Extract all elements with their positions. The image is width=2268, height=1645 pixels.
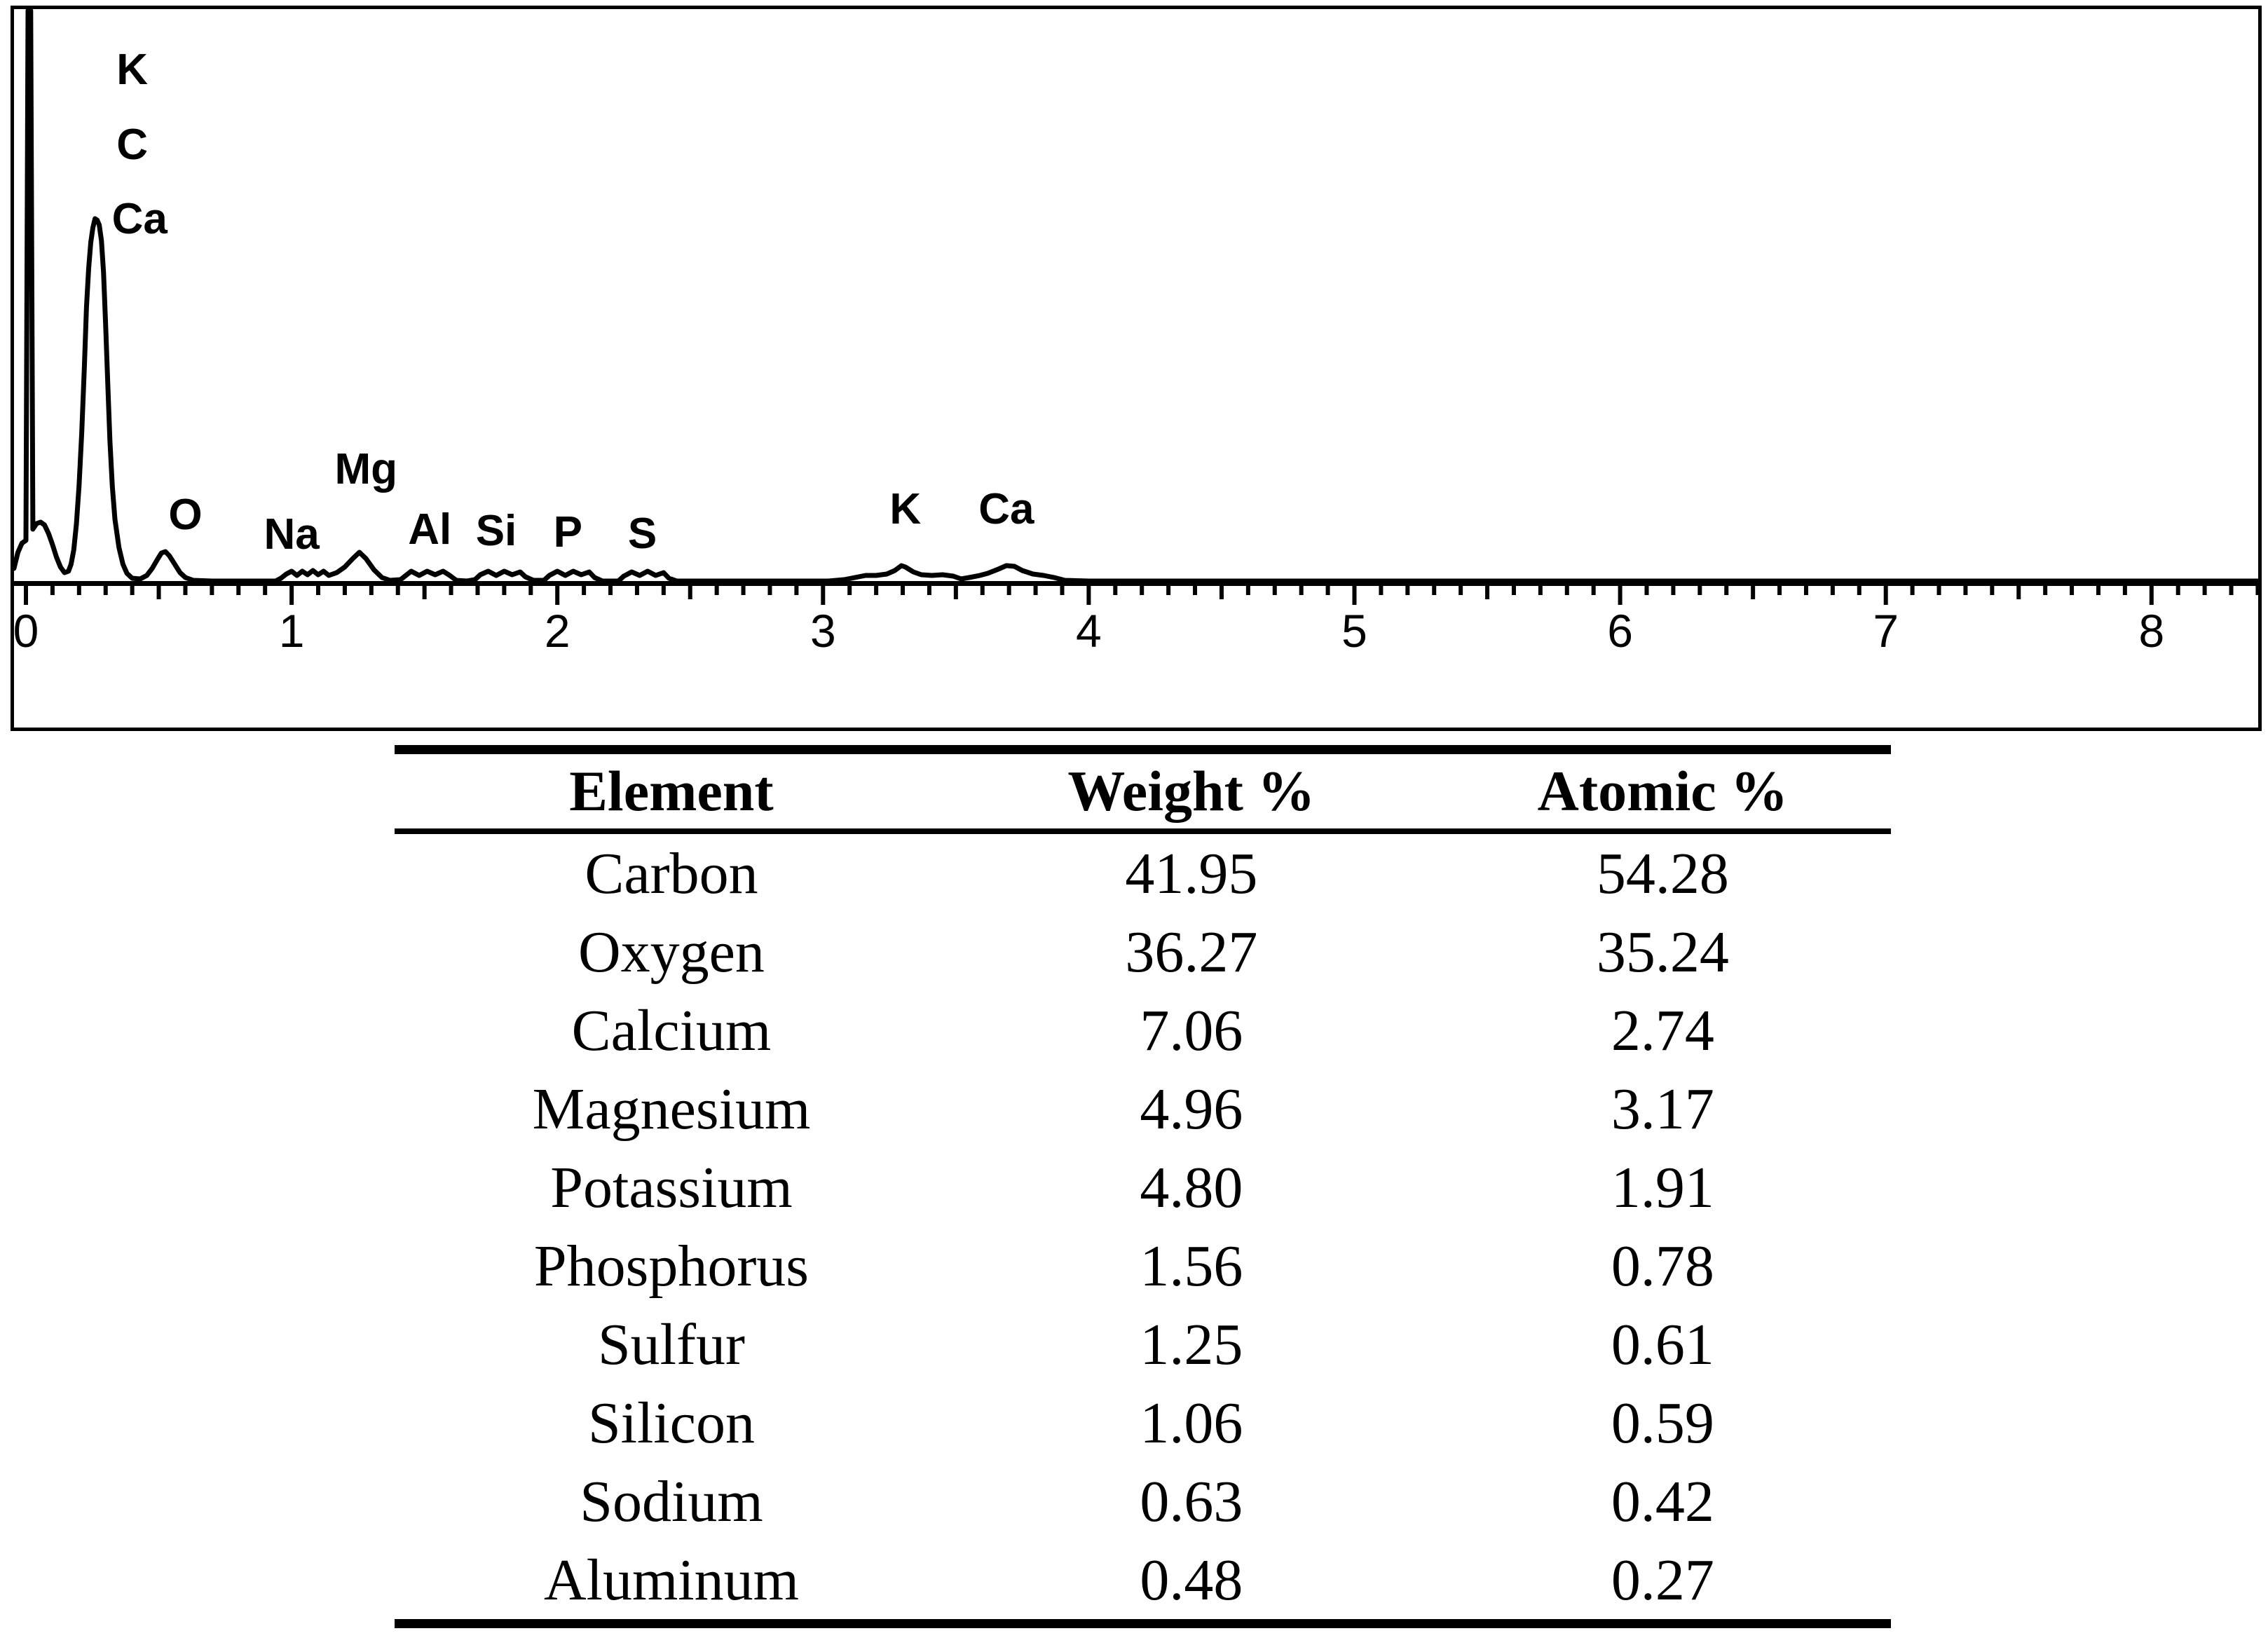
element-cell: Aluminum — [543, 1547, 799, 1613]
element-cell: Phosphorus — [533, 1233, 809, 1299]
x-tick-label: 7 — [1873, 605, 1899, 657]
peak-label-ca: Ca — [112, 195, 168, 243]
element-cell: Carbon — [585, 840, 758, 906]
weight-cell: 41.95 — [1125, 840, 1258, 906]
eds-spectrum-panel: 0 1 2 3 4 5 6 7 8 K C Ca O Na Mg Al Si P S K Ca — [11, 6, 2262, 731]
element-cell: Sodium — [580, 1468, 763, 1534]
atomic-cell: 2.74 — [1611, 997, 1714, 1063]
peak-label-k: K — [889, 485, 921, 533]
atomic-cell: 0.59 — [1611, 1390, 1714, 1456]
weight-cell: 1.06 — [1140, 1390, 1243, 1456]
weight-cell: 4.96 — [1140, 1076, 1243, 1142]
weight-cell: 1.25 — [1140, 1311, 1243, 1377]
atomic-cell: 54.28 — [1596, 840, 1729, 906]
element-cell: Calcium — [571, 997, 772, 1063]
element-cell: Oxygen — [578, 919, 765, 985]
spectrum-trace — [14, 9, 2258, 584]
table-row: Silicon 1.06 0.59 — [395, 1384, 1891, 1462]
header-weight: Weight % — [948, 749, 1435, 834]
x-axis-ticks — [24, 586, 2258, 605]
peak-label-p: P — [554, 508, 582, 557]
weight-cell: 4.80 — [1140, 1154, 1243, 1220]
peak-label-mg: Mg — [334, 445, 397, 493]
peak-label-k: K — [116, 46, 148, 94]
table-row: Sulfur 1.25 0.61 — [395, 1305, 1891, 1384]
table-header: Element Weight % Atomic % — [395, 749, 1891, 834]
table-row: Phosphorus 1.56 0.78 — [395, 1227, 1891, 1305]
table-row: Aluminum 0.48 0.27 — [395, 1541, 1891, 1624]
peak-label-c: C — [116, 121, 148, 169]
peak-label-ca: Ca — [978, 485, 1034, 533]
table-row: Magnesium 4.96 3.17 — [395, 1070, 1891, 1148]
element-cell: Sulfur — [597, 1311, 745, 1377]
composition-table-container: Element Weight % Atomic % Carbon 41.95 54.… — [395, 745, 1891, 1628]
x-tick-label: 1 — [279, 605, 305, 657]
composition-table: Element Weight % Atomic % Carbon 41.95 54.… — [395, 745, 1891, 1628]
x-tick-label: 3 — [810, 605, 836, 657]
atomic-cell: 0.42 — [1611, 1468, 1714, 1534]
element-cell: Potassium — [550, 1154, 793, 1220]
peak-label-si: Si — [476, 507, 517, 555]
peak-label-al: Al — [408, 505, 451, 554]
x-tick-label: 2 — [545, 605, 571, 657]
weight-cell: 1.56 — [1140, 1233, 1243, 1299]
weight-cell: 0.63 — [1140, 1468, 1243, 1534]
x-tick-label: 5 — [1341, 605, 1367, 657]
table-row: Carbon 41.95 54.28 — [395, 831, 1891, 913]
table-row: Sodium 0.63 0.42 — [395, 1462, 1891, 1541]
x-tick-label: 4 — [1076, 605, 1102, 657]
element-cell: Magnesium — [532, 1076, 811, 1142]
header-atomic: Atomic % — [1434, 749, 1891, 834]
x-tick-label: 6 — [1607, 605, 1633, 657]
peak-label-o: O — [168, 491, 202, 539]
atomic-cell: 0.27 — [1611, 1547, 1714, 1613]
atomic-cell: 1.91 — [1611, 1154, 1714, 1220]
weight-cell: 7.06 — [1140, 997, 1243, 1063]
atomic-cell: 3.17 — [1611, 1076, 1714, 1142]
table-row: Oxygen 36.27 35.24 — [395, 913, 1891, 991]
element-cell: Silicon — [587, 1390, 755, 1456]
x-tick-label: 0 — [14, 605, 39, 657]
peak-label-s: S — [628, 510, 657, 558]
atomic-cell: 0.61 — [1611, 1311, 1714, 1377]
weight-cell: 0.48 — [1140, 1547, 1243, 1613]
atomic-cell: 0.78 — [1611, 1233, 1714, 1299]
header-element: Element — [395, 749, 948, 834]
atomic-cell: 35.24 — [1596, 919, 1729, 985]
weight-cell: 36.27 — [1125, 919, 1258, 985]
peak-label-na: Na — [264, 510, 320, 559]
table-row: Potassium 4.80 1.91 — [395, 1148, 1891, 1227]
x-tick-label: 8 — [2138, 605, 2164, 657]
table-row: Calcium 7.06 2.74 — [395, 991, 1891, 1070]
